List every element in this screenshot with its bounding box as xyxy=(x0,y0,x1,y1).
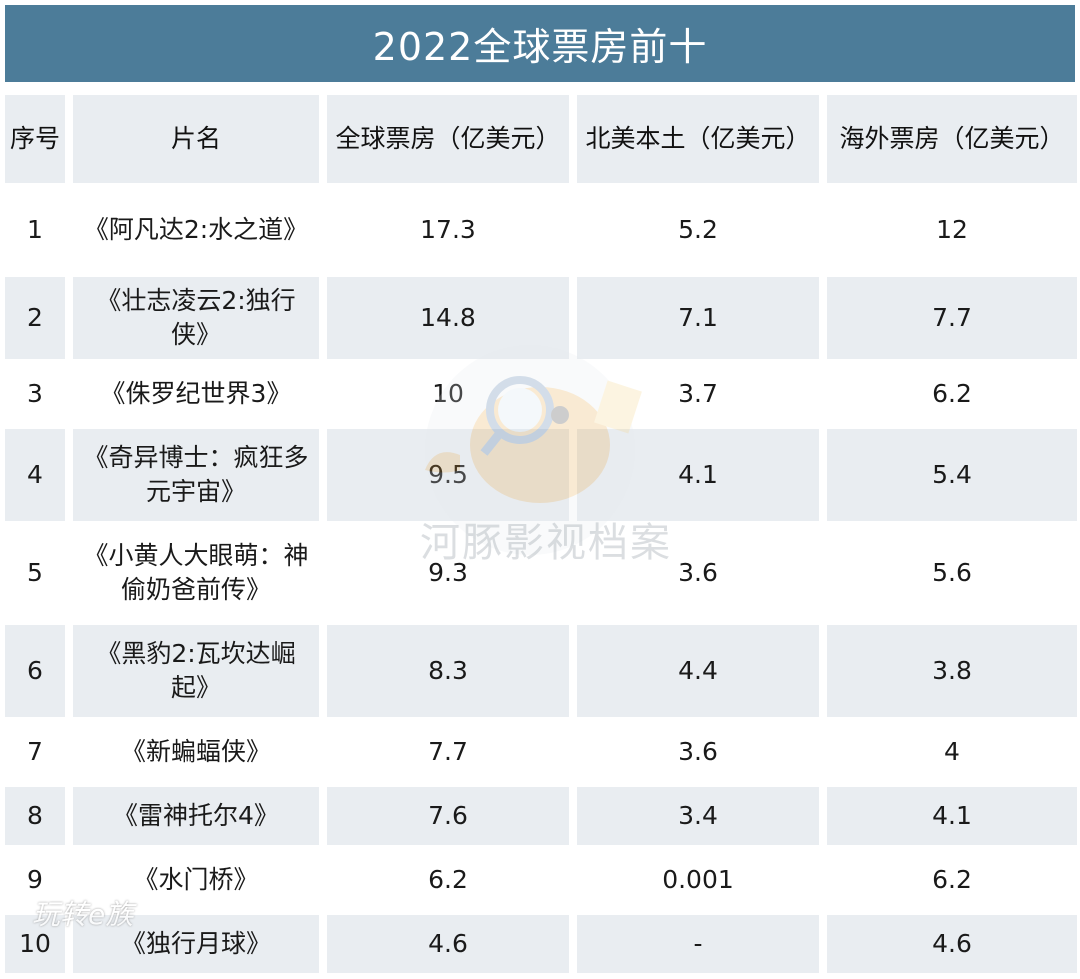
cell-domestic: 4.4 xyxy=(577,625,827,717)
cell-rank: 4 xyxy=(5,429,73,521)
cell-rank: 7 xyxy=(5,723,73,781)
table-header-row: 序号 片名 全球票房（亿美元） 北美本土（亿美元） 海外票房（亿美元） xyxy=(5,95,1077,183)
cell-film-name: 《侏罗纪世界3》 xyxy=(73,365,327,423)
table-row: 6 《黑豹2:瓦坎达崛起》 8.3 4.4 3.8 xyxy=(5,625,1077,717)
cell-overseas: 4.1 xyxy=(827,787,1077,845)
cell-global: 7.7 xyxy=(327,723,577,781)
table-row: 1 《阿凡达2:水之道》 17.3 5.2 12 xyxy=(5,189,1077,271)
cell-domestic: 0.001 xyxy=(577,851,827,909)
cell-domestic: 3.6 xyxy=(577,723,827,781)
header-name: 片名 xyxy=(73,95,327,183)
cell-overseas: 5.6 xyxy=(827,527,1077,619)
cell-film-name: 《小黄人大眼萌：神偷奶爸前传》 xyxy=(73,527,327,619)
cell-film-name: 《雷神托尔4》 xyxy=(73,787,327,845)
cell-film-name: 《奇异博士：疯狂多元宇宙》 xyxy=(73,429,327,521)
cell-domestic: - xyxy=(577,915,827,973)
table-row: 4 《奇异博士：疯狂多元宇宙》 9.5 4.1 5.4 xyxy=(5,429,1077,521)
cell-domestic: 3.7 xyxy=(577,365,827,423)
table-row: 5 《小黄人大眼萌：神偷奶爸前传》 9.3 3.6 5.6 xyxy=(5,527,1077,619)
cell-overseas: 5.4 xyxy=(827,429,1077,521)
cell-domestic: 3.4 xyxy=(577,787,827,845)
table-row: 8 《雷神托尔4》 7.6 3.4 4.1 xyxy=(5,787,1077,845)
cell-global: 7.6 xyxy=(327,787,577,845)
cell-rank: 2 xyxy=(5,277,73,359)
table-row: 7 《新蝙蝠侠》 7.7 3.6 4 xyxy=(5,723,1077,781)
cell-domestic: 4.1 xyxy=(577,429,827,521)
cell-global: 14.8 xyxy=(327,277,577,359)
cell-global: 8.3 xyxy=(327,625,577,717)
box-office-table: 序号 片名 全球票房（亿美元） 北美本土（亿美元） 海外票房（亿美元） 1 《阿… xyxy=(5,89,1077,979)
cell-film-name: 《黑豹2:瓦坎达崛起》 xyxy=(73,625,327,717)
cell-rank: 6 xyxy=(5,625,73,717)
header-rank: 序号 xyxy=(5,95,73,183)
page-title: 2022全球票房前十 xyxy=(5,5,1075,82)
cell-overseas: 6.2 xyxy=(827,851,1077,909)
table-row: 2 《壮志凌云2:独行侠》 14.8 7.1 7.7 xyxy=(5,277,1077,359)
cell-film-name: 《独行月球》 xyxy=(73,915,327,973)
cell-overseas: 7.7 xyxy=(827,277,1077,359)
cell-rank: 8 xyxy=(5,787,73,845)
cell-rank: 1 xyxy=(5,189,73,271)
cell-overseas: 4 xyxy=(827,723,1077,781)
header-domestic: 北美本土（亿美元） xyxy=(577,95,827,183)
cell-domestic: 7.1 xyxy=(577,277,827,359)
table-row: 3 《侏罗纪世界3》 10 3.7 6.2 xyxy=(5,365,1077,423)
cell-global: 6.2 xyxy=(327,851,577,909)
cell-global: 4.6 xyxy=(327,915,577,973)
cell-rank: 9 xyxy=(5,851,73,909)
cell-rank: 10 xyxy=(5,915,73,973)
cell-global: 9.3 xyxy=(327,527,577,619)
cell-global: 17.3 xyxy=(327,189,577,271)
header-global: 全球票房（亿美元） xyxy=(327,95,577,183)
cell-overseas: 4.6 xyxy=(827,915,1077,973)
cell-rank: 3 xyxy=(5,365,73,423)
cell-global: 10 xyxy=(327,365,577,423)
cell-overseas: 6.2 xyxy=(827,365,1077,423)
cell-film-name: 《新蝙蝠侠》 xyxy=(73,723,327,781)
cell-overseas: 12 xyxy=(827,189,1077,271)
header-overseas: 海外票房（亿美元） xyxy=(827,95,1077,183)
cell-domestic: 3.6 xyxy=(577,527,827,619)
cell-global: 9.5 xyxy=(327,429,577,521)
cell-rank: 5 xyxy=(5,527,73,619)
cell-film-name: 《壮志凌云2:独行侠》 xyxy=(73,277,327,359)
table-row: 10 《独行月球》 4.6 - 4.6 xyxy=(5,915,1077,973)
cell-film-name: 《水门桥》 xyxy=(73,851,327,909)
cell-film-name: 《阿凡达2:水之道》 xyxy=(73,189,327,271)
cell-overseas: 3.8 xyxy=(827,625,1077,717)
cell-domestic: 5.2 xyxy=(577,189,827,271)
table-row: 9 《水门桥》 6.2 0.001 6.2 xyxy=(5,851,1077,909)
